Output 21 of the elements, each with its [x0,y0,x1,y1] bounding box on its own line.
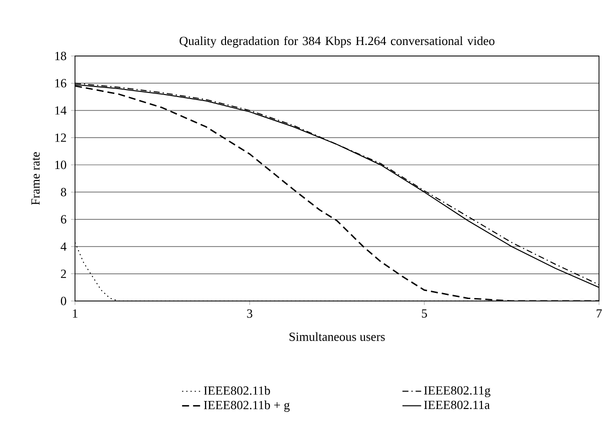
y-tick-label: 8 [60,188,66,196]
legend-label: IEEE802.11g [424,386,490,398]
x-tick-label: 3 [247,309,252,318]
legend-label: IEEE802.11b [204,386,270,395]
legend-label: IEEE802.11b + g [204,400,290,412]
y-axis-title: Frame rate [31,152,40,205]
y-tick-label: 0 [60,296,66,306]
y-tick-label: 16 [55,79,66,88]
y-tick-label: 2 [60,270,66,278]
legend-label: IEEE802.11a [424,400,490,410]
y-tick-label: 10 [55,160,66,170]
y-tick-label: 12 [55,134,66,142]
x-axis-title: Simultaneous users [290,332,385,341]
x-tick-label: 1 [72,309,78,318]
x-tick-label: 7 [596,309,602,318]
x-tick-label: 5 [422,309,427,318]
chart-title: Quality degradation for 384 Kbps H.264 conversational video [180,36,494,48]
y-tick-label: 18 [55,52,66,60]
y-tick-label: 14 [55,106,66,115]
y-tick-label: 6 [60,215,66,224]
y-tick-label: 4 [60,242,66,251]
